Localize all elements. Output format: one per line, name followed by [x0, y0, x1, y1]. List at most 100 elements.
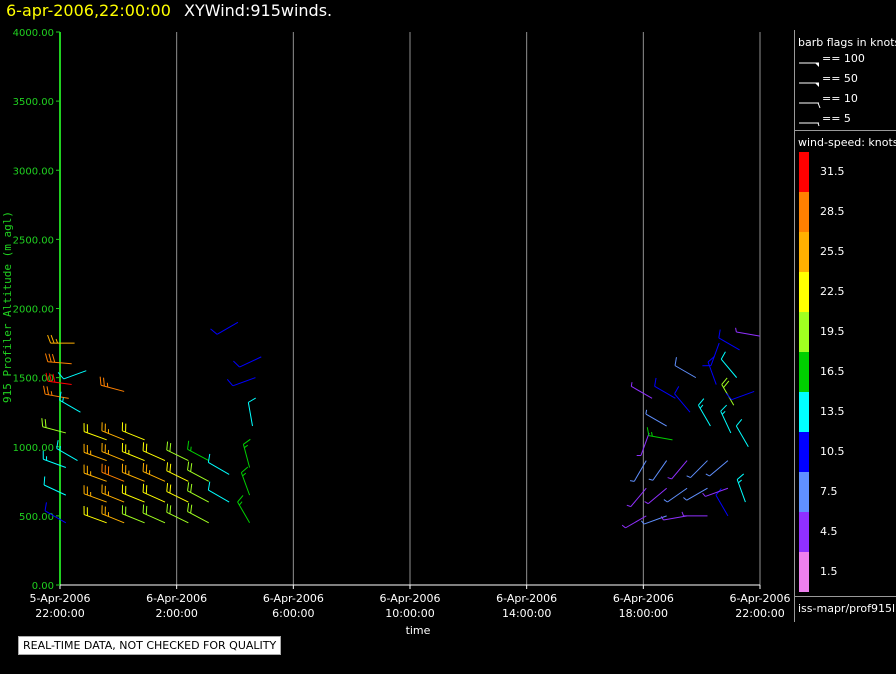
wind-barb — [720, 404, 732, 434]
wind-barb — [697, 398, 711, 427]
barb-feather — [43, 385, 46, 395]
barb-staff — [640, 432, 650, 456]
wind-barb — [166, 482, 189, 503]
x-tick-label-time: 18:00:00 — [619, 607, 668, 620]
barb-staff — [56, 448, 78, 462]
barb-staff — [122, 451, 145, 462]
wind-barb — [648, 460, 668, 481]
barb-feather — [718, 329, 721, 339]
wind-barb — [142, 462, 166, 482]
barb-half-feather — [640, 520, 645, 525]
wind-barb — [667, 460, 688, 480]
wind-barb — [101, 422, 125, 441]
barb-staff — [652, 460, 668, 481]
barb-feather — [145, 505, 148, 515]
speed-color-label: 13.5 — [820, 405, 845, 418]
barb-feather — [243, 438, 251, 445]
barb-legend-icon — [799, 82, 819, 87]
speed-color-label: 31.5 — [820, 165, 845, 178]
speed-color-block — [799, 152, 809, 192]
wind-barb — [101, 463, 125, 482]
wind-barb — [663, 487, 688, 503]
barb-feather — [674, 386, 680, 395]
barb-feather — [169, 505, 172, 514]
barb-legend-mark — [815, 63, 819, 67]
barb-staff — [208, 489, 230, 503]
barb-staff — [674, 365, 697, 379]
quality-note: REAL-TIME DATA, NOT CHECKED FOR QUALITY — [18, 636, 282, 655]
barb-staff — [187, 448, 209, 462]
barb-staff — [705, 487, 729, 497]
wind-barb — [45, 372, 72, 386]
wind-barb — [636, 432, 650, 457]
barb-feather — [43, 476, 46, 486]
barb-staff — [731, 390, 755, 401]
barb-legend-label: == 100 — [822, 52, 865, 65]
speed-color-block — [799, 472, 809, 512]
barb-half-feather — [243, 444, 249, 449]
x-tick-label-time: 14:00:00 — [502, 607, 551, 620]
wind-barb — [621, 515, 647, 529]
title-time: 6-apr-2006,22:00:00 — [6, 1, 171, 20]
barb-staff — [237, 501, 251, 524]
wind-barb — [207, 481, 230, 503]
speed-color-label: 25.5 — [820, 245, 845, 258]
chart-axes: 5-Apr-2006 22:00:00 6-Apr-2006 2:00:00 6-Apr… — [13, 28, 791, 620]
barb-staff — [83, 472, 107, 482]
barb-staff — [720, 358, 738, 378]
wind-barb — [43, 385, 69, 399]
wind-barb — [56, 440, 78, 462]
barb-feather — [207, 453, 211, 463]
barb-half-feather — [660, 516, 664, 521]
barb-staff — [166, 449, 189, 462]
wind-barb — [99, 376, 125, 392]
wind-barb — [247, 397, 256, 427]
barb-legend-icon — [799, 62, 819, 67]
wind-barb — [707, 356, 717, 385]
barb-staff — [142, 512, 166, 524]
barb-staff — [83, 451, 107, 462]
wind-barb — [44, 353, 72, 365]
barb-staff — [710, 342, 720, 366]
wind-barb — [121, 463, 145, 482]
barb-feather — [187, 440, 190, 450]
barb-staff — [166, 491, 189, 503]
wind-barb — [705, 460, 729, 477]
barb-staff — [247, 402, 253, 427]
barb-staff — [667, 487, 688, 503]
x-tick-label-date: 6-Apr-2006 — [146, 592, 207, 605]
speed-color-label: 16.5 — [820, 365, 845, 378]
wind-barb — [702, 487, 729, 497]
grid-lines — [176, 32, 761, 585]
barb-staff — [166, 511, 189, 524]
barb-staff — [101, 471, 125, 482]
barb-staff — [142, 491, 166, 503]
wind-barb — [240, 466, 251, 496]
barb-half-feather — [735, 327, 737, 333]
speed-color-block — [799, 512, 809, 552]
barb-staff — [648, 435, 673, 441]
barb-legend-mark — [817, 102, 821, 109]
barb-half-feather — [621, 524, 626, 529]
wind-barb — [142, 504, 166, 524]
barb-half-feather — [667, 477, 672, 480]
barb-staff — [101, 430, 125, 441]
x-tick-label-date: 6-Apr-2006 — [379, 592, 440, 605]
barb-feather — [646, 427, 650, 436]
x-tick-label-date: 6-Apr-2006 — [729, 592, 790, 605]
speed-color-label: 10.5 — [820, 445, 845, 458]
barb-staff — [44, 510, 67, 524]
barb-legend-row: == 50 — [798, 70, 896, 90]
wind-barb — [43, 476, 67, 496]
barb-legend-title: barb flags in knots — [798, 36, 896, 49]
wind-barb — [233, 356, 262, 368]
barb-staff — [63, 370, 87, 380]
barb-staff — [630, 487, 647, 507]
wind-barb — [640, 515, 667, 525]
barb-half-feather — [681, 511, 684, 517]
wind-barb — [83, 485, 107, 503]
barb-feather — [237, 495, 244, 503]
barb-feather — [44, 419, 47, 428]
y-tick-label: 4000.00 — [13, 28, 54, 39]
barb-staff — [709, 460, 729, 477]
